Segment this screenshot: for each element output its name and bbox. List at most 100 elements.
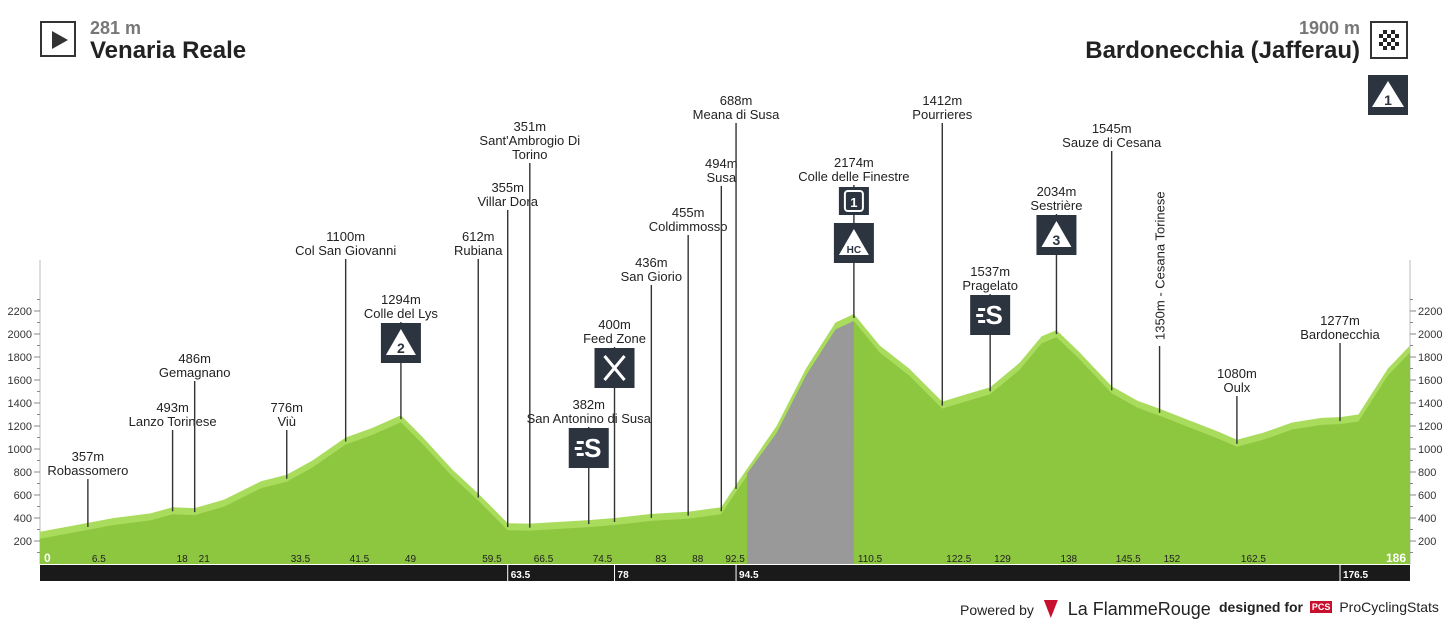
powered-by: Powered by La FlammeRouge [960,599,1211,620]
y-tick-label-left: 600 [14,490,32,502]
designed-for-label: designed for [1219,599,1304,615]
play-icon [40,21,76,57]
brand-name: La FlammeRouge [1067,599,1211,619]
start-name: Venaria Reale [90,37,247,64]
km-label: 83 [655,554,667,565]
sprint-icon: S [568,428,609,468]
y-tick-label-left: 800 [14,467,32,479]
km-label: 63.5 [511,570,531,581]
y-tick-label-left: 400 [14,513,32,525]
waypoint-elevation: 1537m [970,264,1010,279]
y-tick-label-right: 200 [1418,536,1436,548]
km-label: 176.5 [1343,570,1368,581]
km-label: 152 [1164,554,1181,565]
y-tick-label-right: 1000 [1418,444,1442,456]
waypoint-name: Col San Giovanni [295,243,396,258]
svg-text:S: S [584,433,601,463]
y-tick-label-right: 600 [1418,490,1436,502]
km-label: 88 [692,554,704,565]
svg-text:2: 2 [397,340,405,356]
waypoint-elevation: 494m [705,156,738,171]
waypoint-name: San Giorio [621,269,682,284]
km-label: 122.5 [946,554,971,565]
waypoint-name: Sant'Ambrogio Di [479,133,580,148]
waypoint-elevation: 400m [598,317,631,332]
bonus-badge: 1 [838,187,869,215]
waypoint-name: Villar Dora [477,194,538,209]
km-label: 18 [177,554,189,565]
km-label: 41.5 [350,554,370,565]
waypoint-name: San Antonino di Susa [527,411,652,426]
waypoint-elevation: 357m [72,449,105,464]
finish-name: Bardonecchia (Jafferau) [1085,37,1360,64]
waypoint-name: Oulx [1224,380,1251,395]
waypoint-elevation: 2034m [1037,184,1077,199]
y-tick-label-left: 1200 [8,421,32,433]
waypoint-elevation: 455m [672,205,705,220]
y-tick-label-right: 400 [1418,513,1436,525]
y-tick-label-left: 1800 [8,352,32,364]
climb-cat-icon: 3 [1036,215,1077,255]
km-label: 92.5 [725,554,745,565]
finish-elevation: 1900 m [1298,18,1360,38]
km-label: 33.5 [291,554,311,565]
y-tick-label-left: 2200 [8,306,32,318]
waypoint-name: Pragelato [962,278,1018,293]
waypoint-name: Robassomero [47,463,128,478]
waypoint-name: Lanzo Torinese [129,414,217,429]
powered-by-label: Powered by [960,602,1034,618]
km-label: 6.5 [92,554,106,565]
waypoint-elevation: 351m [514,119,547,134]
waypoint-elevation: 436m [635,255,668,270]
y-tick-label-left: 200 [14,536,32,548]
waypoint-name: Pourrieres [912,107,972,122]
waypoint-name: Susa [706,170,736,185]
waypoint-name: Colle delle Finestre [798,169,909,184]
y-tick-label-right: 1200 [1418,421,1442,433]
climb-cat-icon: 1 [1372,81,1404,108]
km-label: 110.5 [858,554,883,565]
svg-text:1: 1 [850,195,857,210]
km-label: 162.5 [1241,554,1266,565]
y-tick-label-right: 1800 [1418,352,1442,364]
waypoint-elevation: 382m [572,397,605,412]
profile-area [40,321,1410,564]
km-label: 0 [44,551,51,565]
waypoint-name: Feed Zone [583,331,646,346]
svg-text:1: 1 [1384,92,1392,108]
waypoint-name: Coldimmosso [649,219,728,234]
waypoint-elevation: 1412m [922,93,962,108]
km-label: 78 [618,570,630,581]
waypoint-name: Meana di Susa [693,107,780,122]
waypoint-elevation: 1100m [326,229,365,244]
km-label: 21 [199,554,211,565]
waypoint-elevation: 776m [270,400,303,415]
designed-for: designed for PCS ProCyclingStats [1219,599,1439,615]
waypoint-elevation: 486m [178,351,211,366]
pcs-logo: PCS [1309,601,1333,613]
y-tick-label-left: 1400 [8,398,32,410]
climb-hc-icon: HC [833,223,874,263]
checkered-flag-icon [1370,21,1408,59]
waypoint-elevation: 2174m [834,155,874,170]
km-label: 66.5 [534,554,554,565]
waypoint-elevation: 612m [462,229,495,244]
waypoint-elevation: 355m [491,180,524,195]
km-label: 59.5 [482,554,502,565]
waypoint-elevation: 1294m [381,292,421,307]
climb-cat-icon: 2 [380,323,421,363]
closed-road-section [747,321,854,564]
km-label: 94.5 [739,570,759,581]
km-label: 145.5 [1116,554,1141,565]
feed-zone-icon [594,348,635,388]
y-tick-label-right: 1600 [1418,375,1442,387]
flamme-rouge-icon [1043,600,1058,618]
km-label: 49 [405,554,417,565]
y-tick-label-left: 1600 [8,375,32,387]
svg-text:3: 3 [1053,232,1061,248]
waypoint-name: Gemagnano [159,365,231,380]
waypoint-name: Viù [277,414,296,429]
waypoint-name: Rubiana [454,243,503,258]
y-tick-label-right: 2200 [1418,306,1442,318]
